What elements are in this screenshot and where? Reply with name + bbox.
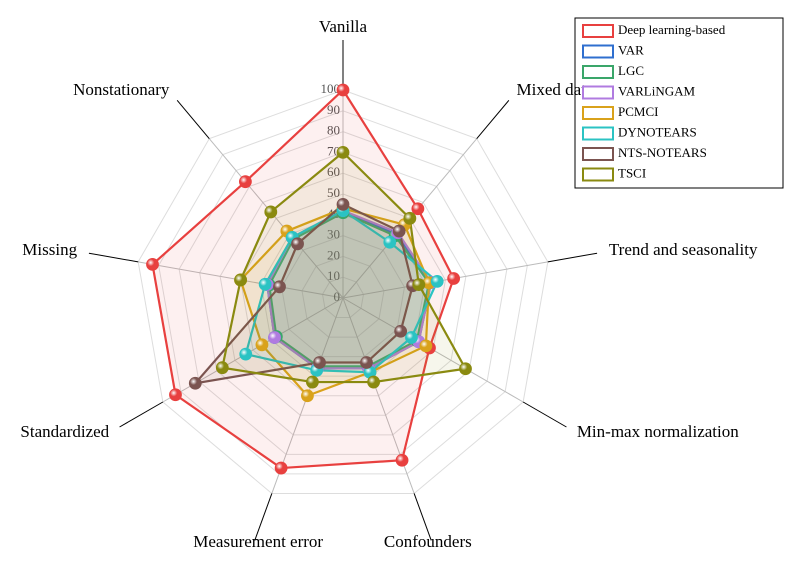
data-point [146, 258, 159, 271]
axis-line [413, 493, 432, 541]
grid-ring [158, 110, 528, 475]
data-point [258, 277, 272, 291]
data-point [234, 273, 247, 287]
axis-label: Measurement error [193, 532, 323, 551]
grid-ring [301, 255, 385, 338]
axis-label: Min-max normalization [577, 422, 739, 441]
legend-label: DYNOTEARS [618, 124, 697, 139]
grid-ring [240, 193, 446, 397]
axis-label: Vanilla [319, 17, 368, 36]
legend-swatch [582, 167, 614, 182]
axis-line [476, 100, 510, 139]
data-point [403, 211, 417, 225]
data-point [301, 389, 314, 403]
axis-line [88, 252, 139, 263]
r-tick-label: 20 [327, 247, 340, 262]
axis-label: Standardized [20, 422, 109, 441]
legend-swatch [582, 24, 614, 38]
data-point [430, 274, 444, 288]
data-point [238, 175, 252, 189]
legend-label: PCMCI [618, 104, 658, 119]
legend-label: VARLiNGAM [618, 83, 695, 98]
axis-label: Nonstationary [73, 80, 170, 99]
legend-label: VAR [618, 42, 644, 57]
grid-ring [199, 151, 487, 436]
data-point [291, 237, 304, 251]
data-point [313, 356, 326, 369]
axis-line [254, 493, 273, 541]
data-point [274, 461, 288, 475]
axis-line-inner [342, 261, 548, 299]
axis-line [522, 401, 567, 428]
series-area [220, 150, 468, 384]
data-point [188, 376, 202, 390]
r-tick-label: 70 [327, 143, 340, 158]
axis-label: Mixed data [517, 80, 594, 99]
data-point [419, 339, 433, 353]
r-tick-label: 10 [327, 268, 340, 283]
legend-label: NTS-NOTEARS [618, 145, 707, 160]
legend-swatch [582, 85, 614, 100]
legend-label: LGC [618, 63, 644, 78]
legend-label: Deep learning-based [618, 22, 726, 37]
r-tick-label: 0 [334, 289, 341, 304]
data-point [383, 235, 397, 249]
r-tick-label: 100 [321, 81, 341, 96]
data-point [169, 388, 182, 402]
r-tick-label: 50 [327, 185, 340, 200]
r-tick-label: 80 [327, 123, 340, 138]
data-point [395, 453, 409, 467]
data-point [392, 224, 406, 238]
data-point [360, 356, 373, 369]
data-point [239, 347, 253, 361]
grid-ring [219, 172, 467, 416]
axis-label: Missing [22, 240, 77, 259]
data-point [255, 338, 269, 352]
legend-swatch [582, 126, 614, 141]
data-point [273, 280, 286, 294]
series-area [192, 203, 414, 385]
data-point [459, 362, 472, 376]
legend-label: TSCI [618, 165, 646, 180]
data-point [215, 361, 229, 375]
data-point [394, 324, 408, 338]
axis-label: Confounders [384, 532, 472, 551]
axis-line-inner [208, 138, 344, 299]
series-area [151, 88, 455, 470]
legend-box [574, 17, 784, 189]
legend-swatch [582, 147, 614, 161]
data-point [306, 375, 319, 389]
data-point [412, 278, 426, 292]
grid-ring [178, 131, 508, 455]
axis-label: Trend and seasonality [609, 240, 758, 259]
grid-ring [281, 235, 405, 358]
data-point [268, 331, 281, 344]
legend-swatch [582, 65, 614, 79]
grid-ring [137, 89, 549, 494]
axis-line [547, 252, 598, 263]
data-point [367, 375, 380, 389]
axis-line [176, 100, 210, 139]
data-point [447, 272, 461, 285]
data-point [411, 202, 425, 216]
grid-ring [321, 276, 365, 319]
data-point [336, 83, 350, 97]
data-point [336, 145, 350, 159]
data-point [264, 205, 278, 219]
legend-swatch [582, 44, 614, 59]
axis-line [119, 401, 164, 428]
data-point [405, 331, 418, 344]
r-tick-label: 60 [327, 164, 340, 179]
r-tick-label: 90 [327, 102, 340, 117]
legend-swatch [582, 106, 614, 120]
data-point [336, 197, 350, 211]
r-tick-label: 30 [327, 227, 340, 242]
